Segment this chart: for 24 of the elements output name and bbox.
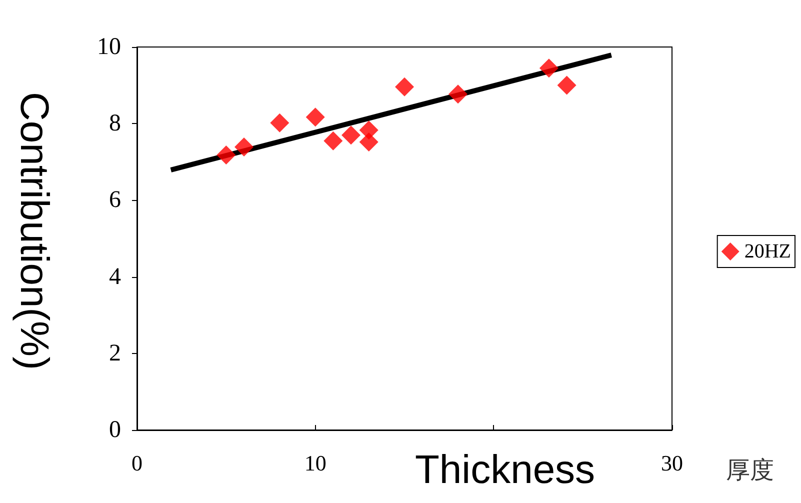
- point: [234, 137, 254, 156]
- y-tick-label: 8: [109, 110, 121, 137]
- x-tick-label: 30: [661, 450, 683, 476]
- y-tick-label: 0: [109, 417, 121, 443]
- x-tick-label: 10: [304, 450, 326, 476]
- point: [395, 77, 414, 96]
- point: [539, 58, 558, 78]
- y-tick-label: 2: [109, 340, 121, 366]
- point: [557, 76, 576, 95]
- y-tick-label: 6: [109, 187, 121, 214]
- point: [324, 131, 343, 150]
- point: [306, 108, 325, 127]
- y-axis-title: Contribution(%): [12, 92, 56, 370]
- text: 厚度: [726, 456, 774, 484]
- legend-label: 20HZ: [744, 240, 792, 262]
- x-axis-title: Thickness: [415, 448, 596, 492]
- point: [216, 146, 236, 165]
- point: [342, 126, 360, 145]
- x-tick-label: 0: [132, 450, 142, 476]
- point: [359, 132, 378, 152]
- point: [270, 113, 290, 132]
- y-tick-label: 10: [97, 34, 121, 60]
- point: [448, 84, 468, 104]
- y-tick-label: 4: [109, 264, 121, 290]
